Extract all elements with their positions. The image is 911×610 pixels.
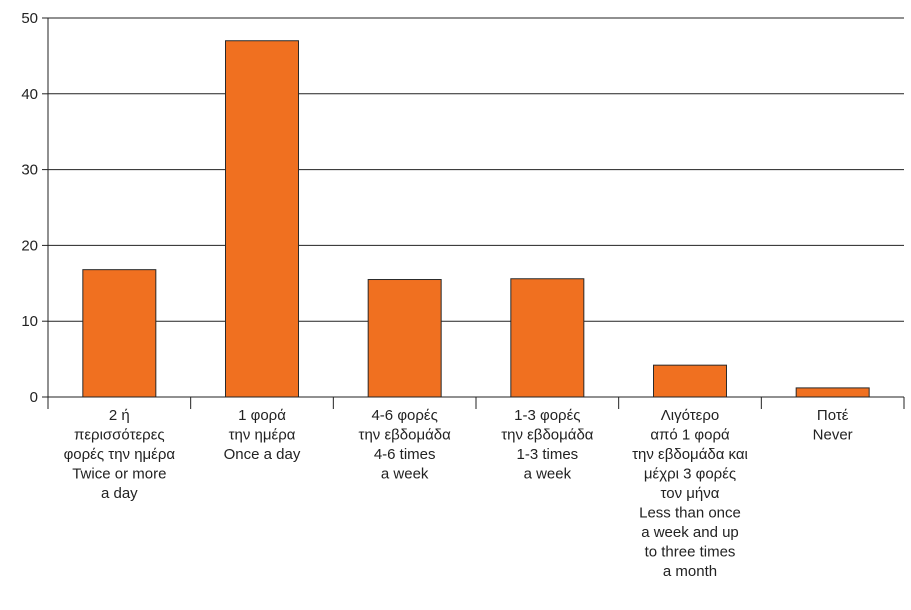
bar-4: [510, 278, 585, 398]
x-category-label-line: Once a day: [224, 446, 301, 463]
bar-6: [795, 387, 870, 398]
x-category-label: Λιγότερο από 1 φορά την εβδομάδα και μέχρι …: [632, 407, 748, 580]
y-tick-label: 40: [21, 86, 38, 103]
x-category-label-line: 1 φορά: [238, 407, 286, 424]
x-category-label-line: την εβδομάδα: [359, 427, 452, 444]
x-category-label-line: την εβδομάδα: [501, 427, 594, 444]
bar-5: [653, 364, 727, 398]
x-category-label: 1-3 φορές την εβδομάδα 1-3 times a week: [501, 407, 594, 483]
y-tick-label: 10: [21, 313, 38, 330]
bar-1: [82, 269, 157, 398]
x-category-label-line: 1-3 φορές: [514, 407, 580, 424]
x-category-label: 2 ή περισσότερες φορές την ημέρα Twice or m…: [64, 407, 176, 502]
x-category-label-line: Never: [813, 427, 853, 444]
x-category-label-line: Λιγότερο: [661, 407, 719, 424]
y-tick-labels: 0 10 20 30 40 50: [21, 10, 38, 406]
x-category-label-line: την εβδομάδα και: [632, 446, 748, 463]
y-tick-label: 30: [21, 162, 38, 179]
x-category-label-line: περισσότερες: [74, 427, 165, 444]
x-category-label-line: 1-3 times: [516, 446, 578, 463]
axes: [42, 17, 905, 409]
x-category-label-line: a month: [663, 563, 717, 580]
gridlines: [48, 17, 904, 322]
x-category-label-line: τον μήνα: [661, 485, 720, 502]
x-category-label: 4-6 φορές την εβδομάδα 4-6 times a week: [359, 407, 452, 483]
x-category-label-line: a week: [524, 466, 572, 483]
x-category-label-line: Twice or more: [72, 466, 166, 483]
x-category-label-line: to three times: [645, 544, 736, 561]
bars: [82, 40, 870, 398]
y-tick-label: 20: [21, 237, 38, 254]
x-category-label-line: 4-6 φορές: [371, 407, 437, 424]
x-category-label-line: a week and up: [641, 524, 739, 541]
x-category-label-line: μέχρι 3 φορές: [644, 466, 736, 483]
x-category-label-line: Ποτέ: [817, 407, 849, 424]
x-category-label: 1 φορά την ημέρα Once a day: [224, 407, 301, 463]
bar-2: [225, 40, 299, 398]
y-tick-label: 50: [21, 10, 38, 27]
x-category-label-line: 4-6 times: [374, 446, 436, 463]
x-category-label-line: 2 ή: [109, 407, 130, 424]
bar-3: [367, 279, 442, 398]
x-category-label-line: από 1 φορά: [650, 427, 730, 444]
x-category-label: Ποτέ Never: [813, 407, 853, 444]
x-category-label-line: a day: [101, 485, 138, 502]
x-category-label-line: Less than once: [639, 505, 741, 522]
x-category-label-line: την ημέρα: [229, 427, 296, 444]
y-tick-label: 0: [30, 389, 38, 406]
x-category-labels: 2 ή περισσότερες φορές την ημέρα Twice or m…: [64, 407, 853, 580]
x-category-label-line: φορές την ημέρα: [64, 446, 176, 463]
x-category-label-line: a week: [381, 466, 429, 483]
